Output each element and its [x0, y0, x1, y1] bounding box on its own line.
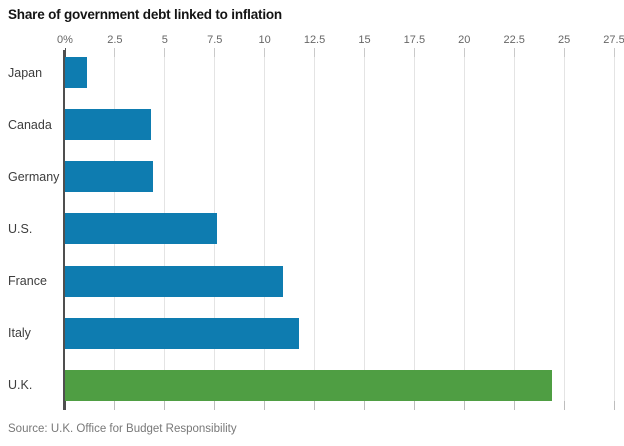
- axis-tick-top: [413, 48, 415, 57]
- x-tick-label: 0%: [57, 34, 73, 46]
- bar-row-us: [65, 213, 614, 245]
- category-label-italy: Italy: [8, 326, 31, 341]
- category-label-france: France: [8, 274, 47, 289]
- x-tick-label: 22.5: [503, 34, 525, 46]
- bar-italy: [65, 317, 299, 349]
- axis-tick-top: [264, 48, 266, 57]
- x-tick-label: 17.5: [403, 34, 426, 46]
- category-label-uk: U.K.: [8, 378, 33, 393]
- axis-tick-top: [114, 48, 116, 57]
- bar-row-france: [65, 265, 614, 297]
- x-tick-label: 20: [458, 34, 471, 46]
- bar-germany: [65, 161, 153, 193]
- y-axis-line: [63, 50, 65, 410]
- category-label-japan: Japan: [8, 65, 43, 80]
- gridline: [563, 57, 565, 401]
- x-tick-label: 12.5: [303, 34, 326, 46]
- bar-row-italy: [65, 317, 614, 349]
- axis-tick-top: [363, 48, 365, 57]
- axis-tick-top: [164, 48, 166, 57]
- chart-title: Share of government debt linked to infla…: [8, 7, 282, 22]
- plot-area: [63, 48, 615, 410]
- gridline: [463, 57, 465, 401]
- bar-us: [65, 213, 217, 245]
- x-tick-label: 7.5: [207, 34, 223, 46]
- axis-tick-top: [613, 48, 615, 57]
- axis-tick-bottom: [563, 401, 565, 410]
- y-axis-category-labels: Japan Canada Germany U.S. France Italy U…: [0, 57, 64, 401]
- axis-tick-bottom: [413, 401, 415, 410]
- category-label-germany: Germany: [8, 169, 60, 184]
- gridline: [363, 57, 365, 401]
- source-note: Source: U.K. Office for Budget Responsib…: [8, 423, 237, 435]
- category-label-us: U.S.: [8, 221, 33, 236]
- axis-tick-bottom: [314, 401, 316, 410]
- bar-row-canada: [65, 109, 614, 141]
- axis-tick-bottom: [214, 401, 216, 410]
- axis-tick-bottom: [264, 401, 266, 410]
- axis-tick-top: [563, 48, 565, 57]
- bar-canada: [65, 109, 151, 141]
- axis-tick-top: [64, 48, 66, 57]
- axis-tick-bottom: [64, 401, 66, 410]
- axis-tick-top: [513, 48, 515, 57]
- axis-tick-top: [214, 48, 216, 57]
- gridline: [613, 57, 615, 401]
- x-tick-label: 27.5: [603, 34, 624, 46]
- axis-tick-bottom: [613, 401, 615, 410]
- axis-tick-bottom: [363, 401, 365, 410]
- bar-row-japan: [65, 57, 614, 88]
- x-tick-label: 2.5: [107, 34, 123, 46]
- axis-tick-bottom: [513, 401, 515, 410]
- bar-uk: [65, 369, 553, 401]
- x-tick-label: 10: [258, 34, 271, 46]
- bar-series: [65, 57, 614, 401]
- gridline: [314, 57, 316, 401]
- bar-france: [65, 265, 283, 297]
- gridline: [513, 57, 515, 401]
- axis-tick-bottom: [114, 401, 116, 410]
- x-tick-label: 25: [557, 34, 571, 46]
- axis-tick-bottom: [164, 401, 166, 410]
- bar-row-germany: [65, 161, 614, 193]
- axis-tick-top: [463, 48, 465, 57]
- bar-japan: [65, 57, 87, 88]
- bar-row-uk: [65, 369, 614, 401]
- x-tick-label: 15: [358, 34, 371, 46]
- x-tick-label: 5: [161, 34, 168, 46]
- gridline: [264, 57, 266, 401]
- category-label-canada: Canada: [8, 117, 52, 132]
- axis-tick-top: [314, 48, 316, 57]
- gridline: [413, 57, 415, 401]
- x-axis-tick-labels: 0% 2.5 5 7.5 10 12.5 15 17.5 20 22.5 25 …: [57, 34, 624, 48]
- axis-tick-bottom: [463, 401, 465, 410]
